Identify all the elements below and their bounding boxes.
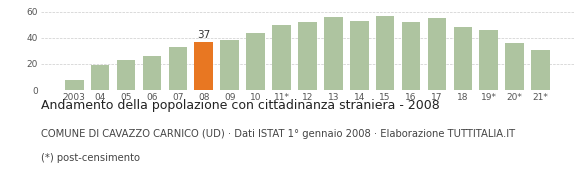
- Bar: [90, 65, 110, 90]
- Bar: [376, 16, 394, 90]
- Bar: [402, 22, 420, 90]
- Bar: [117, 60, 135, 90]
- Bar: [169, 47, 187, 90]
- Text: COMUNE DI CAVAZZO CARNICO (UD) · Dati ISTAT 1° gennaio 2008 · Elaborazione TUTTI: COMUNE DI CAVAZZO CARNICO (UD) · Dati IS…: [41, 129, 514, 139]
- Text: Andamento della popolazione con cittadinanza straniera - 2008: Andamento della popolazione con cittadin…: [41, 99, 440, 112]
- Bar: [143, 56, 161, 90]
- Bar: [531, 50, 550, 90]
- Bar: [194, 42, 213, 90]
- Bar: [427, 18, 446, 90]
- Text: (*) post-censimento: (*) post-censimento: [41, 153, 140, 163]
- Bar: [350, 21, 368, 90]
- Bar: [454, 27, 472, 90]
- Bar: [65, 80, 84, 90]
- Bar: [246, 33, 265, 90]
- Bar: [324, 17, 343, 90]
- Bar: [480, 30, 498, 90]
- Bar: [298, 22, 317, 90]
- Bar: [272, 25, 291, 90]
- Bar: [505, 43, 524, 90]
- Text: 37: 37: [197, 30, 211, 40]
- Bar: [220, 40, 239, 90]
